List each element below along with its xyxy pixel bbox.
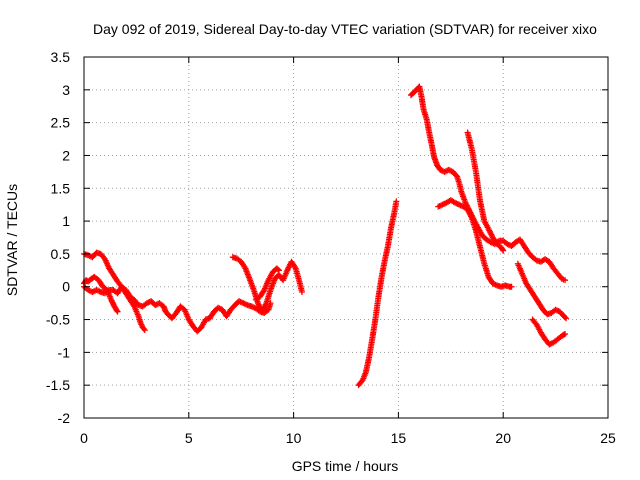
- data-point: [562, 277, 569, 284]
- data-point: [298, 288, 305, 295]
- y-tick-label: 1: [62, 213, 70, 229]
- data-point: [140, 325, 147, 332]
- data-point: [562, 314, 569, 321]
- series-2: [81, 273, 121, 315]
- y-tick-label: -0.5: [46, 312, 70, 328]
- y-tick-labels: -2 -1.5 -1 -0.5 0 0.5 1 1.5 2 2.5 3 3.5: [46, 49, 70, 426]
- data-point: [113, 307, 120, 314]
- data-point: [563, 315, 570, 322]
- axis-ticks: [83, 56, 609, 419]
- x-axis-title: GPS time / hours: [292, 458, 399, 474]
- x-tick-label: 10: [286, 430, 302, 446]
- series-9: [464, 129, 507, 254]
- y-tick-label: 3.5: [51, 49, 71, 65]
- x-tick-label: 20: [495, 430, 511, 446]
- data-point: [291, 264, 298, 271]
- y-tick-label: -2: [58, 410, 71, 426]
- y-tick-label: 0.5: [51, 246, 71, 262]
- grid-lines: [84, 57, 608, 418]
- y-tick-label: 2: [62, 147, 70, 163]
- data-point: [508, 283, 515, 290]
- data-point: [114, 308, 121, 315]
- plot-frame: [83, 56, 609, 419]
- y-tick-label: -1: [58, 344, 71, 360]
- x-tick-label: 15: [391, 430, 407, 446]
- series-7: [407, 83, 569, 284]
- series-3: [81, 283, 274, 335]
- series-8: [435, 197, 515, 290]
- series-5: [252, 265, 282, 303]
- series-11: [529, 316, 569, 348]
- data-point: [562, 330, 569, 337]
- x-tick-label: 0: [80, 430, 88, 446]
- series-6: [355, 198, 400, 389]
- series-10: [514, 260, 570, 322]
- data-point: [275, 267, 282, 274]
- y-tick-label: -1.5: [46, 377, 70, 393]
- data-point: [499, 246, 506, 253]
- data-point: [90, 288, 97, 295]
- y-tick-label: 0: [62, 279, 70, 295]
- x-tick-label: 5: [185, 430, 193, 446]
- data-point: [442, 168, 449, 175]
- chart-title: Day 092 of 2019, Sidereal Day-to-day VTE…: [93, 21, 597, 37]
- x-tick-labels: 0 5 10 15 20 25: [80, 430, 616, 446]
- data-point: [560, 331, 567, 338]
- y-tick-label: 3: [62, 82, 70, 98]
- series-1: [81, 249, 148, 334]
- y-tick-label: 2.5: [51, 115, 71, 131]
- y-tick-label: 1.5: [51, 180, 71, 196]
- y-axis-title: SDTVAR / TECUs: [4, 184, 20, 296]
- x-tick-label: 25: [600, 430, 616, 446]
- data-point: [141, 327, 148, 334]
- data-point: [274, 266, 281, 273]
- data-point: [500, 247, 507, 254]
- data-point: [393, 198, 400, 205]
- data-points: [81, 83, 570, 389]
